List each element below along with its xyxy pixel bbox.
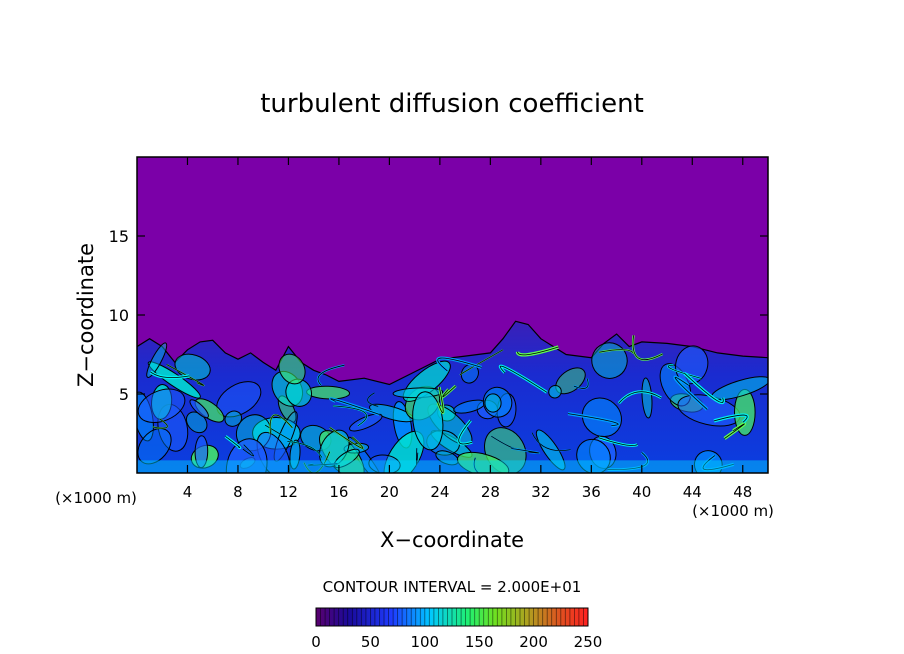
contour-line <box>307 463 338 466</box>
contour-blob <box>576 438 611 473</box>
colorbar-tick-label: 250 <box>574 633 603 651</box>
y-tick-label: 15 <box>109 227 129 246</box>
contour-line <box>599 349 635 354</box>
contour-blob <box>349 413 383 432</box>
contour-blob <box>278 353 306 385</box>
contour-blob <box>224 410 243 427</box>
x-tick-label: 16 <box>329 483 348 501</box>
contour-line <box>702 455 734 471</box>
x-tick-label: 4 <box>183 483 193 501</box>
layer-top-contour <box>137 320 768 473</box>
surface-layer <box>137 460 768 473</box>
contour-blob <box>548 384 562 399</box>
contour-line <box>287 441 323 458</box>
x-tick-label: 20 <box>380 483 399 501</box>
contour-line <box>618 391 662 404</box>
x-tick-label: 12 <box>279 483 298 501</box>
colorbar-ticks: 0 50 100 150 200 250 <box>311 633 602 651</box>
contour-line <box>499 365 548 393</box>
contour-line <box>416 448 419 466</box>
x-tick-label: 36 <box>582 483 601 501</box>
x-axis-label: X−coordinate <box>380 528 524 552</box>
y-tick-label: 10 <box>109 306 129 325</box>
contour-line <box>264 424 296 444</box>
x-tick-label: 8 <box>233 483 243 501</box>
x-tick-label: 48 <box>733 483 752 501</box>
contour-blob <box>194 435 209 469</box>
contour-blob <box>137 428 172 465</box>
x-tick-label: 32 <box>531 483 550 501</box>
contour-line <box>330 398 380 415</box>
contour-blob <box>456 451 510 473</box>
contour-line <box>632 335 663 360</box>
colorbar: 0 50 100 150 200 250 <box>311 607 602 651</box>
y-axis-label: Z−coordinate <box>74 243 98 387</box>
contour-blob <box>368 454 401 473</box>
contour-blob <box>189 399 209 419</box>
x-axis-ticks: 4 8 12 16 20 24 28 32 36 40 44 48 <box>183 157 752 501</box>
contour-line <box>166 364 204 386</box>
contour-interval-label: CONTOUR INTERVAL = 2.000E+01 <box>323 578 582 596</box>
chart-title: turbulent diffusion coefficient <box>260 89 644 119</box>
contour-line <box>567 413 619 426</box>
contour-line <box>152 418 168 429</box>
contour-line <box>442 385 456 398</box>
contour-blob <box>146 342 168 378</box>
contour-line <box>437 357 482 372</box>
colorbar-frame <box>315 607 589 627</box>
colorbar-tick-label: 50 <box>361 633 380 651</box>
contour-blob <box>641 377 653 419</box>
contour-line <box>437 386 444 414</box>
y-axis-ticks: 5 10 15 <box>109 227 768 404</box>
contour-line <box>225 436 241 448</box>
contour-line <box>242 444 254 457</box>
y-unit-label: (×1000 m) <box>55 489 137 507</box>
x-tick-label: 28 <box>481 483 500 501</box>
contour-blob <box>484 393 502 413</box>
contour-blob <box>289 439 301 470</box>
contour-line <box>511 448 540 454</box>
contour-line <box>329 427 364 449</box>
contour-line <box>269 414 293 434</box>
x-tick-label: 40 <box>632 483 651 501</box>
contour-blob <box>147 361 201 399</box>
contour-line <box>573 378 589 389</box>
contour-line <box>607 452 648 471</box>
colorbar-tick-label: 200 <box>519 633 548 651</box>
colorbar-stripes <box>320 608 584 626</box>
x-tick-label: 44 <box>683 483 702 501</box>
contour-line <box>317 364 345 386</box>
plot-area <box>136 156 769 474</box>
contour-line <box>684 372 724 403</box>
contour-line <box>667 364 702 379</box>
contour-line <box>713 414 748 423</box>
contour-blob <box>412 391 444 451</box>
contour-line <box>150 371 190 378</box>
colorbar-tick-label: 0 <box>311 633 321 651</box>
colorbar-tick-label: 150 <box>465 633 494 651</box>
contour-line <box>458 420 473 445</box>
y-tick-label: 5 <box>119 385 129 404</box>
contour-line <box>598 437 638 446</box>
contour-blob <box>137 388 186 424</box>
contour-blob <box>333 448 360 469</box>
contour-line <box>459 349 504 375</box>
contour-blob <box>693 450 723 473</box>
contour-line <box>531 432 571 451</box>
x-tick-label: 24 <box>430 483 449 501</box>
contour-line <box>517 346 559 356</box>
colorbar-tick-label: 100 <box>410 633 439 651</box>
x-unit-label: (×1000 m) <box>692 502 774 520</box>
contour-line <box>674 376 708 410</box>
contour-line <box>367 392 379 407</box>
turbulence-field <box>137 320 768 473</box>
contour-blob <box>225 438 268 473</box>
contour-line <box>724 423 745 439</box>
contour-line <box>332 405 368 427</box>
